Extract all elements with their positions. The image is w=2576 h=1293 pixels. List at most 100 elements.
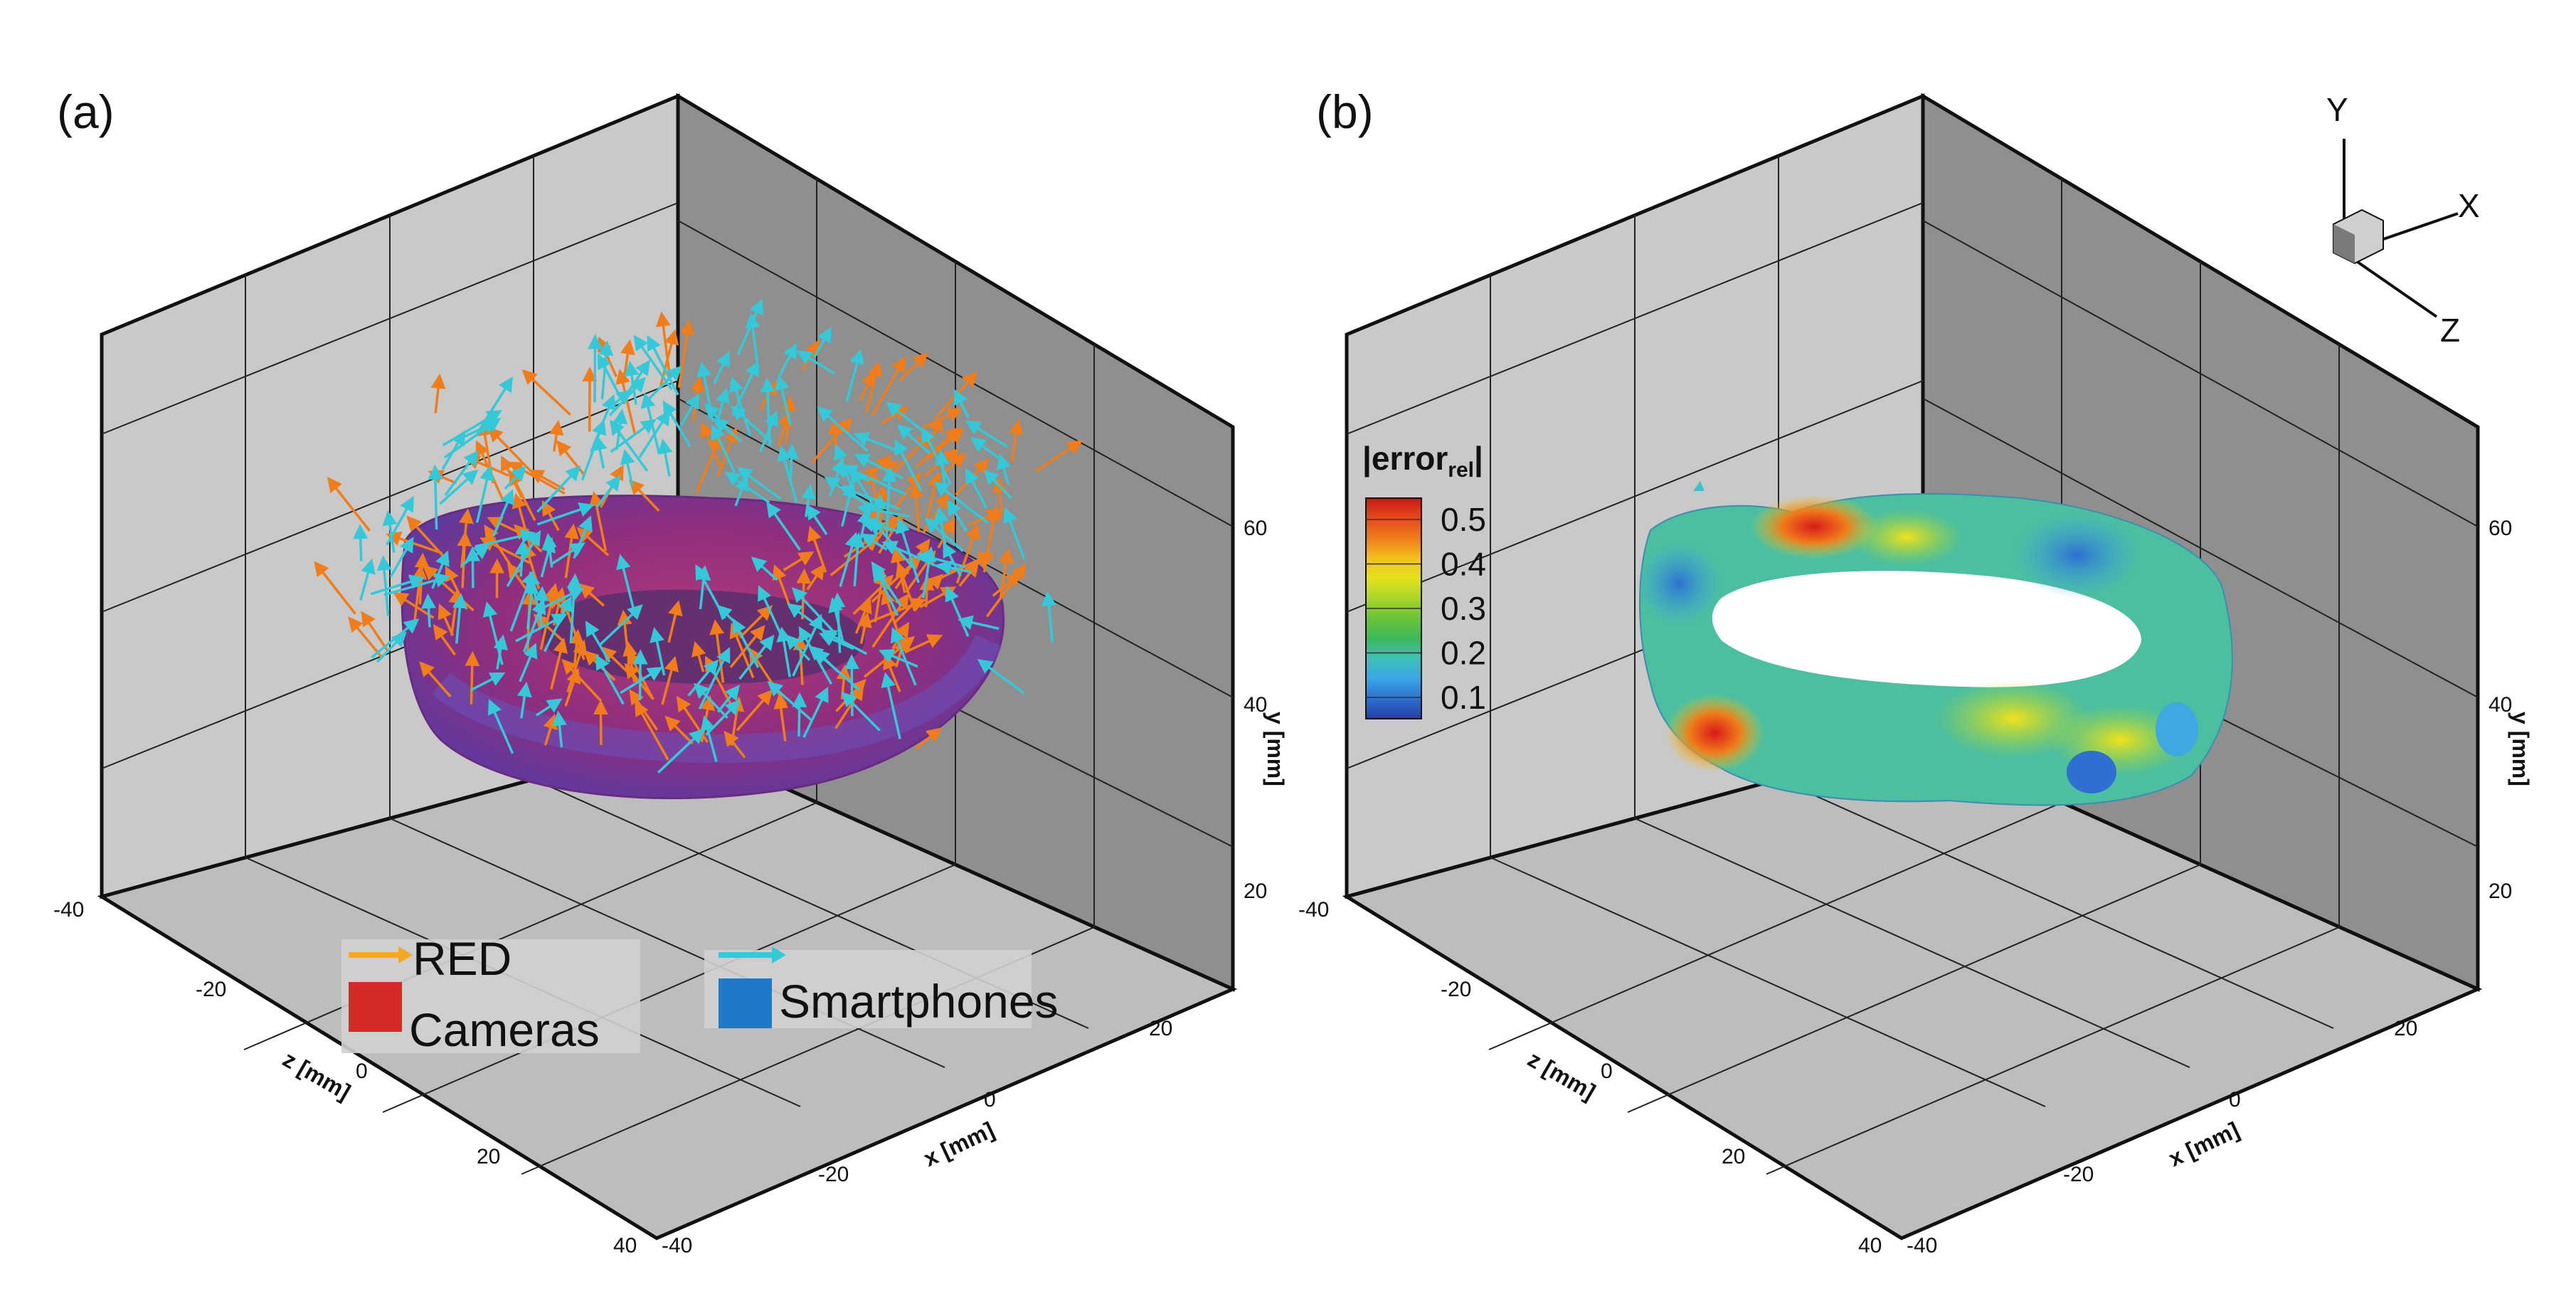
velocity-vector <box>731 360 759 416</box>
velocity-vector <box>393 591 435 619</box>
z-tick: 20 <box>1722 1145 1745 1168</box>
velocity-vector <box>792 692 807 737</box>
error-ring-surface <box>1636 481 2233 806</box>
velocity-vector <box>1009 418 1024 462</box>
velocity-vector <box>845 349 864 402</box>
velocity-vector <box>738 634 775 680</box>
velocity-vector <box>839 484 901 511</box>
velocity-vector <box>589 490 608 551</box>
y-orientation-label: Y <box>2326 91 2348 128</box>
velocity-vector <box>620 448 635 487</box>
x-tick: -20 <box>818 1163 849 1186</box>
colorbar: |errorrel| 0.5 0.4 0.3 0.2 0.1 <box>1362 440 1486 719</box>
velocity-vector <box>732 618 760 668</box>
velocity-vector <box>957 615 1000 630</box>
velocity-vector <box>933 481 989 524</box>
velocity-vector <box>776 626 792 677</box>
x-tick: 0 <box>2229 1088 2241 1112</box>
velocity-vector <box>598 340 614 400</box>
colorbar-tick: 0.1 <box>1441 679 1486 716</box>
velocity-vector <box>696 565 711 610</box>
velocity-vector <box>694 682 728 719</box>
colorbar-tick: 0.3 <box>1441 590 1486 627</box>
velocity-vector <box>484 524 514 569</box>
velocity-vector <box>585 621 611 663</box>
velocity-vector <box>640 392 661 455</box>
velocity-vector <box>622 640 637 682</box>
velocity-vector <box>937 517 955 549</box>
velocity-vector <box>908 482 924 532</box>
y-tick: 20 <box>2488 880 2512 903</box>
velocity-vector <box>998 548 1014 600</box>
z-tick: 40 <box>1858 1234 1882 1257</box>
velocity-vector <box>452 593 467 644</box>
velocity-vector <box>492 489 514 537</box>
z-tick: -20 <box>196 978 226 1001</box>
velocity-vector <box>438 603 454 636</box>
velocity-vector <box>529 469 566 491</box>
velocity-vector <box>881 541 944 570</box>
velocity-vector <box>487 699 514 754</box>
velocity-vector <box>376 555 392 617</box>
velocity-vector <box>767 681 812 721</box>
velocity-vector <box>711 424 736 473</box>
velocity-vector <box>786 603 833 638</box>
velocity-vector <box>890 547 906 593</box>
velocity-vector <box>716 604 743 630</box>
velocity-vector <box>348 616 383 658</box>
velocity-vector <box>970 437 1000 459</box>
velocity-vector <box>657 438 673 477</box>
velocity-vector <box>857 612 872 644</box>
corner-tick: -40 <box>1298 898 1329 922</box>
velocity-vector <box>801 484 816 517</box>
x-tick: 0 <box>984 1088 996 1112</box>
velocity-vector <box>620 666 663 695</box>
z-tick: -20 <box>1441 978 1471 1001</box>
velocity-vector <box>896 424 931 455</box>
velocity-vector <box>891 627 917 686</box>
red-square-icon <box>349 982 402 1032</box>
velocity-vector <box>327 477 371 532</box>
velocity-vector <box>758 585 783 635</box>
velocity-vector <box>459 508 474 568</box>
velocity-vector <box>687 659 719 697</box>
velocity-vector <box>1035 440 1083 473</box>
velocity-vector <box>564 667 581 707</box>
legend: RED Cameras Smartphones <box>341 932 1059 1056</box>
velocity-vector <box>581 419 607 481</box>
panel-b: (b) <box>1298 85 2533 1257</box>
colorbar-tick: 0.5 <box>1441 501 1486 538</box>
legend-cameras: Cameras <box>409 1003 600 1056</box>
velocity-vector <box>439 469 479 505</box>
velocity-vector <box>935 560 972 576</box>
z-tick: 40 <box>613 1234 637 1257</box>
velocity-vector <box>694 434 722 495</box>
z-tick: 20 <box>477 1145 500 1168</box>
velocity-vector <box>428 464 443 530</box>
panel-label: (b) <box>1316 85 1374 138</box>
velocity-vector <box>353 524 369 561</box>
velocity-vector <box>778 411 793 446</box>
velocity-vector <box>624 360 640 405</box>
velocity-vector <box>871 593 909 648</box>
velocity-vector <box>516 682 532 719</box>
velocity-vector <box>899 352 928 382</box>
velocity-vector <box>878 648 918 668</box>
velocity-vector <box>566 573 582 643</box>
x-axis-label: x [mm] <box>2165 1117 2243 1171</box>
velocity-vector <box>599 604 643 646</box>
velocity-vector <box>430 373 446 413</box>
velocity-vector <box>370 574 425 596</box>
velocity-vector <box>522 598 546 653</box>
x-tick: 20 <box>1149 1017 1172 1040</box>
velocity-vector <box>881 672 901 739</box>
velocity-vector <box>1041 591 1056 643</box>
velocity-vector <box>421 593 436 628</box>
velocity-vector <box>593 700 609 746</box>
velocity-vector <box>716 427 738 477</box>
velocity-vector <box>854 598 872 634</box>
velocity-vector <box>784 443 800 480</box>
velocity-vector <box>730 405 773 444</box>
velocity-vector <box>774 374 792 426</box>
